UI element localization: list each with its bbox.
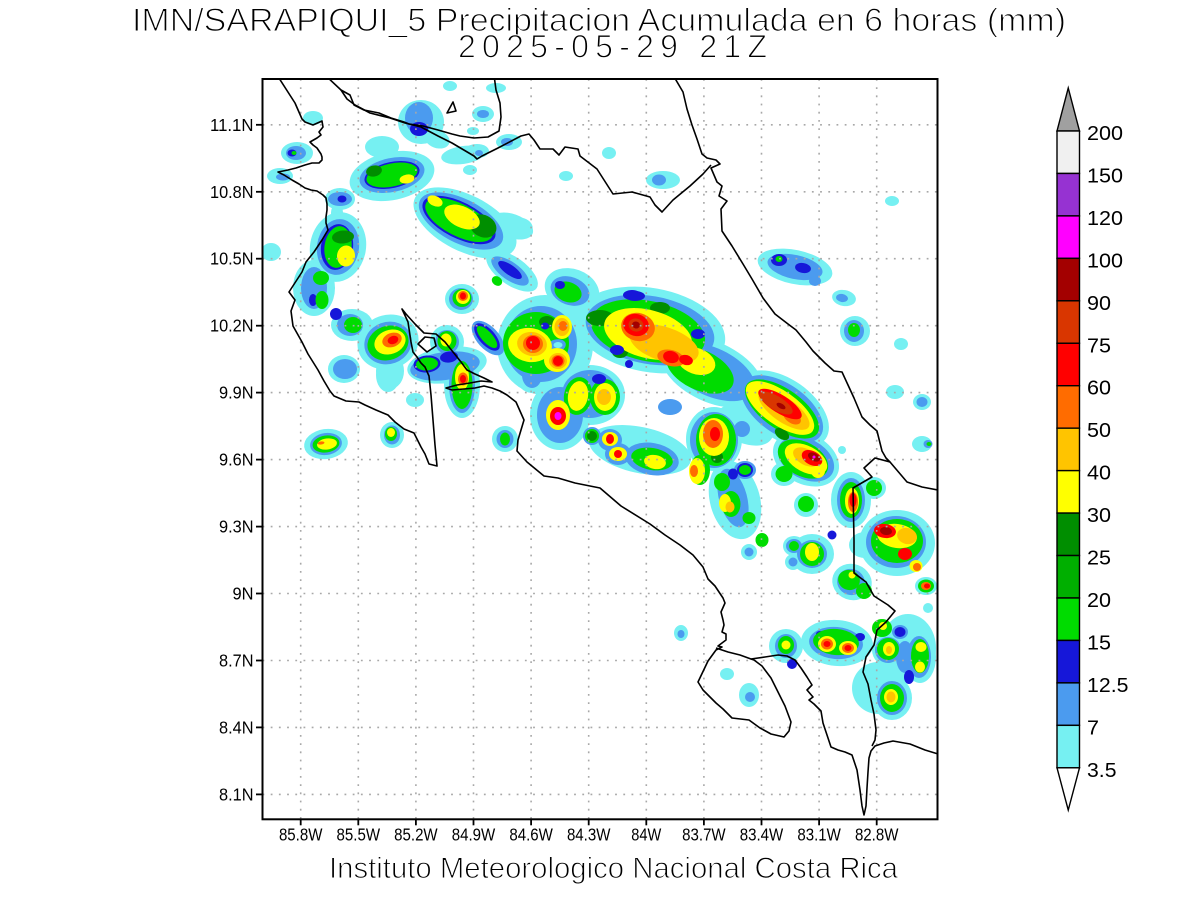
svg-text:3.5: 3.5 [1087,759,1117,782]
svg-text:100: 100 [1087,249,1123,272]
svg-text:83.1W: 83.1W [797,825,841,845]
svg-text:9.3N: 9.3N [219,517,254,537]
svg-text:9.6N: 9.6N [219,450,254,470]
svg-text:12.5: 12.5 [1087,674,1129,697]
svg-text:82.8W: 82.8W [855,825,899,845]
svg-text:84.6W: 84.6W [509,825,553,845]
svg-text:7: 7 [1087,716,1099,739]
svg-text:9N: 9N [233,584,254,604]
svg-text:40: 40 [1087,462,1111,485]
svg-text:84W: 84W [631,825,661,845]
svg-text:IMN/SARAPIQUI_5 Precipitacion: IMN/SARAPIQUI_5 Precipitacion Acumulada … [132,2,1066,38]
svg-text:10.5N: 10.5N [210,249,254,269]
svg-text:75: 75 [1087,334,1111,357]
svg-text:10.8N: 10.8N [210,182,254,202]
svg-text:8.7N: 8.7N [219,651,254,671]
svg-text:8.1N: 8.1N [219,784,254,804]
svg-text:50: 50 [1087,419,1111,442]
svg-text:15: 15 [1087,631,1111,654]
svg-text:85.8W: 85.8W [279,825,323,845]
svg-text:85.2W: 85.2W [394,825,438,845]
svg-text:10.2N: 10.2N [210,316,254,336]
svg-text:2025-05-29 21Z: 2025-05-29 21Z [458,29,767,65]
svg-text:84.3W: 84.3W [567,825,611,845]
svg-text:83.7W: 83.7W [682,825,726,845]
svg-text:30: 30 [1087,504,1111,527]
svg-text:83.4W: 83.4W [740,825,784,845]
svg-text:85.5W: 85.5W [337,825,381,845]
svg-text:8.4N: 8.4N [219,717,254,737]
svg-text:11.1N: 11.1N [210,115,254,135]
svg-text:90: 90 [1087,292,1111,315]
svg-text:150: 150 [1087,165,1123,188]
svg-text:9.9N: 9.9N [219,383,254,403]
svg-text:25: 25 [1087,547,1111,570]
svg-text:60: 60 [1087,377,1111,400]
svg-text:84.9W: 84.9W [452,825,496,845]
svg-text:Instituto Meteorologico Nacion: Instituto Meteorologico Nacional Costa R… [329,852,898,885]
svg-text:200: 200 [1087,122,1123,145]
svg-text:20: 20 [1087,589,1111,612]
svg-text:120: 120 [1087,207,1123,230]
